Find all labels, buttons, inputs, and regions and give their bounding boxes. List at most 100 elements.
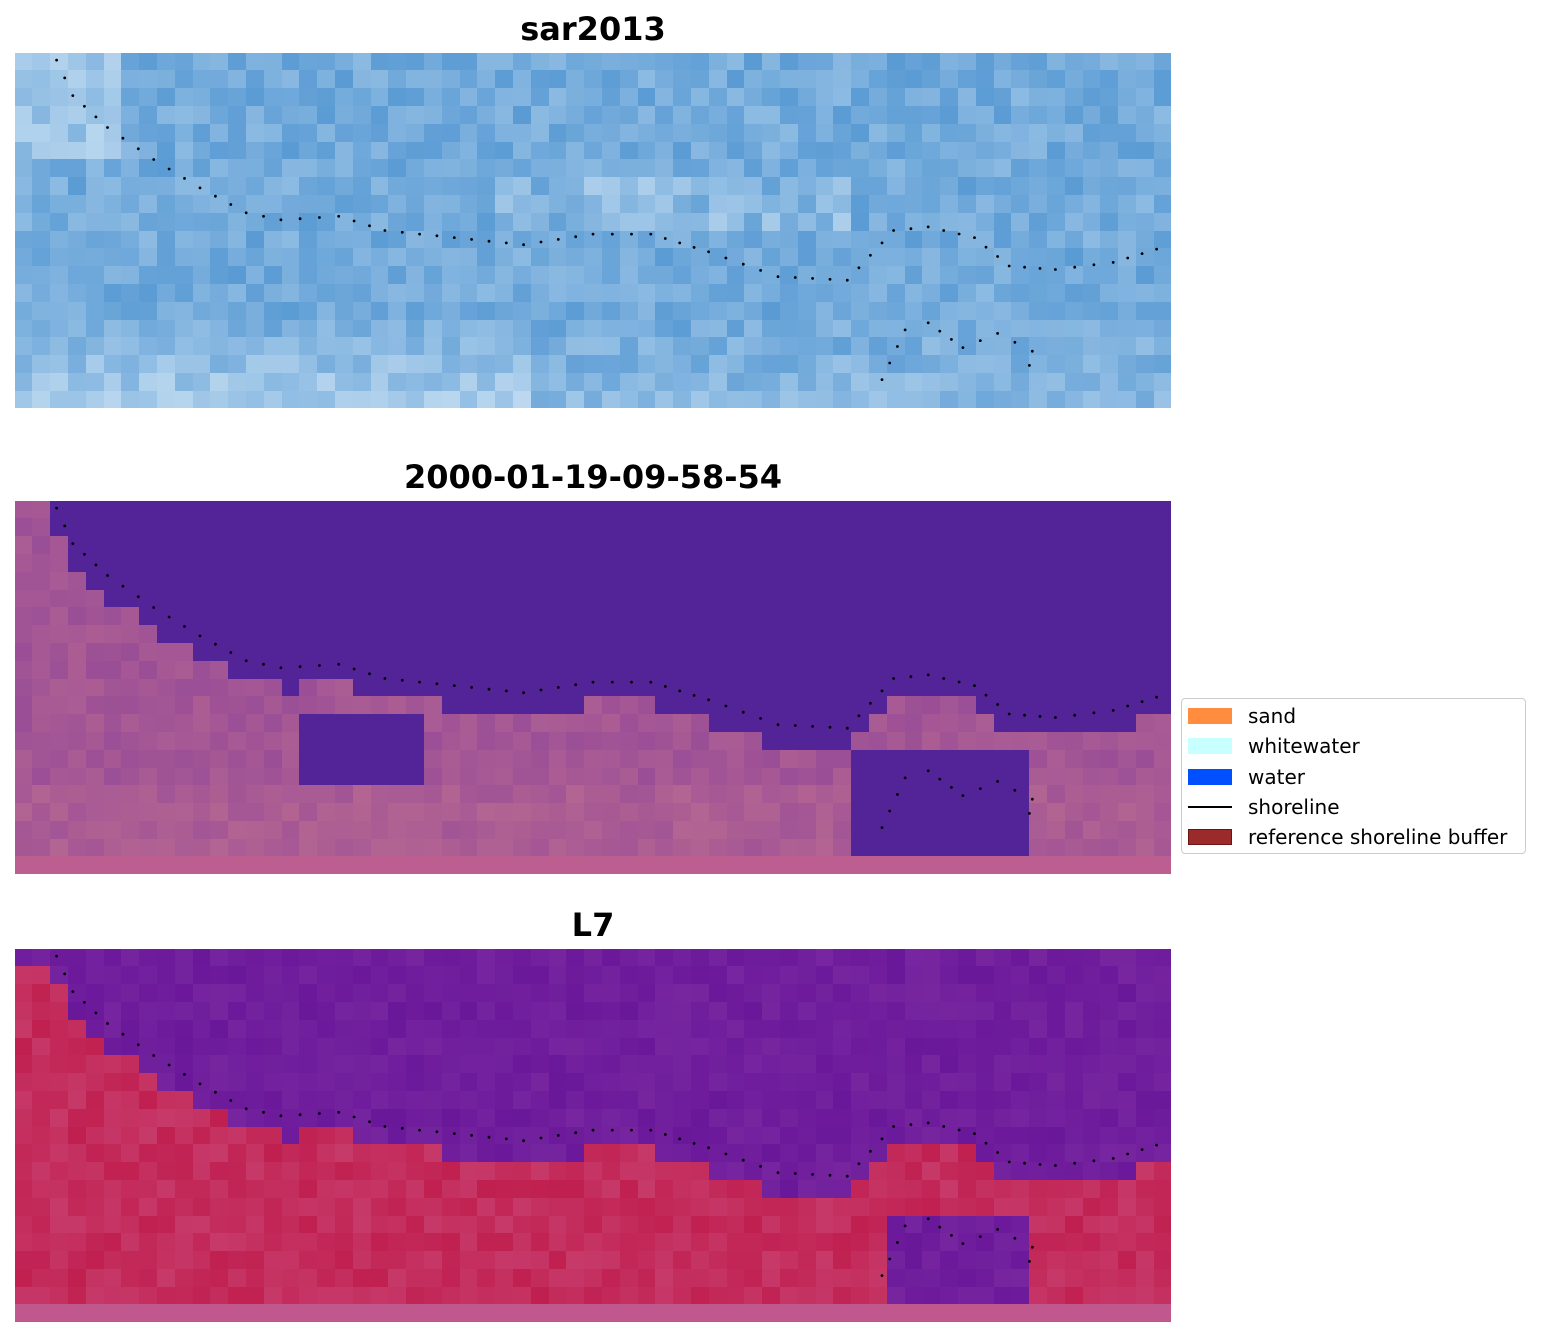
shoreline-dot [630, 1128, 633, 1132]
shoreline-dot [880, 1274, 884, 1277]
shoreline-dot [942, 677, 946, 680]
shoreline-dot [1038, 715, 1042, 718]
shoreline-dot [487, 239, 491, 243]
shoreline-dot [1054, 1164, 1057, 1167]
classified-image-panel [15, 501, 1171, 874]
shoreline-dot [71, 94, 75, 97]
shoreline-dot [487, 1135, 491, 1139]
shoreline-dot [1013, 1236, 1017, 1240]
panel-title-l7: L7 [571, 906, 615, 944]
shoreline-dot [556, 686, 560, 689]
shoreline-dot [942, 229, 946, 232]
shoreline-dot [938, 1225, 942, 1229]
shoreline-dot [1092, 263, 1096, 267]
shoreline-dot [121, 136, 125, 140]
shoreline-dot [950, 1234, 953, 1237]
shoreline-dot [352, 667, 356, 671]
shoreline-dot [663, 685, 667, 688]
shoreline-dot [337, 214, 341, 218]
shoreline-dot [938, 777, 942, 781]
shoreline-dot [909, 1123, 913, 1127]
shoreline-dot [649, 1128, 653, 1132]
shoreline-dot [63, 524, 67, 528]
shoreline-dot [94, 563, 98, 567]
shoreline-dot [152, 158, 156, 161]
shoreline-dot [926, 225, 930, 229]
shoreline-dot [83, 552, 86, 556]
shoreline-dot [183, 177, 186, 180]
shoreline-dot [1023, 1161, 1026, 1165]
shoreline-dot [1054, 268, 1057, 271]
shoreline-dot [400, 1126, 404, 1130]
shoreline-dot [318, 1112, 321, 1115]
panel-title-sar: sar2013 [520, 10, 666, 48]
shoreline-dot [903, 1224, 907, 1228]
shoreline-dot [1013, 788, 1017, 792]
shoreline-dot [418, 1128, 421, 1132]
shoreline-dot [167, 615, 171, 619]
shoreline-dot [279, 666, 283, 670]
shoreline-dot [869, 253, 872, 257]
shoreline-dot [845, 278, 849, 282]
shoreline-dot [776, 1171, 780, 1175]
shoreline-dot [167, 1063, 171, 1067]
l7-image [15, 949, 1171, 1322]
shoreline-dot [630, 232, 633, 236]
whitewater-swatch-icon [1188, 738, 1232, 754]
shoreline-dot [880, 1137, 884, 1141]
shoreline-dot [741, 262, 745, 266]
shoreline-dot [522, 243, 525, 247]
shoreline-dot [678, 241, 682, 245]
shoreline-dot [1038, 1163, 1042, 1166]
shoreline-dot [724, 1152, 728, 1156]
shoreline-dot [94, 115, 98, 119]
shoreline-dot [1030, 797, 1034, 801]
shoreline-dot [903, 776, 907, 780]
shoreline-dot [318, 216, 321, 219]
legend-label: reference shoreline buffer [1248, 825, 1508, 849]
shoreline-dot [279, 1114, 283, 1118]
shoreline-dot [368, 1120, 371, 1124]
shoreline-dot [504, 1137, 508, 1141]
shoreline-dot [984, 245, 988, 249]
shoreline-dot [400, 230, 404, 234]
shoreline-dot [318, 664, 321, 667]
shoreline-dot [926, 1217, 930, 1221]
shoreline-dot [649, 680, 653, 684]
shoreline-dot [996, 255, 999, 258]
shoreline-dot [1054, 716, 1057, 719]
shoreline-dot [950, 338, 953, 341]
shoreline-dot [55, 506, 58, 510]
shoreline-overlay [55, 506, 1158, 829]
shoreline-dot [1023, 713, 1026, 717]
shoreline-dot [811, 725, 814, 728]
shoreline-dot [845, 726, 849, 730]
shoreline-dot [996, 703, 999, 706]
legend: sand whitewater water shoreline referenc… [1181, 698, 1526, 854]
shoreline-dot [94, 1011, 98, 1015]
shoreline-dot [539, 1136, 543, 1140]
shoreline-dot [504, 689, 508, 693]
shoreline-dot [183, 1073, 186, 1076]
shoreline-dot [1028, 812, 1031, 815]
shoreline-dot [759, 1165, 762, 1168]
shoreline-dot [452, 684, 456, 687]
shoreline-dot [996, 332, 999, 335]
shoreline-dot [1092, 1159, 1096, 1163]
shoreline-dot [793, 276, 797, 279]
shoreline-dot [1073, 1161, 1077, 1165]
shoreline-dot [400, 678, 404, 682]
shoreline-dot [1007, 712, 1011, 716]
shoreline-dot [1140, 700, 1144, 703]
legend-item-reference-buffer: reference shoreline buffer [1188, 825, 1507, 849]
shoreline-dot [1092, 711, 1096, 715]
shoreline-dot [368, 224, 371, 228]
shoreline-dot [811, 277, 814, 280]
shoreline-dot [978, 787, 982, 790]
shoreline-dot [776, 275, 780, 279]
legend-label: water [1248, 765, 1305, 789]
shoreline-dot [167, 167, 171, 171]
shoreline-dot [556, 1134, 560, 1137]
sand-swatch-icon [1188, 708, 1232, 724]
shoreline-dot [678, 1137, 682, 1141]
